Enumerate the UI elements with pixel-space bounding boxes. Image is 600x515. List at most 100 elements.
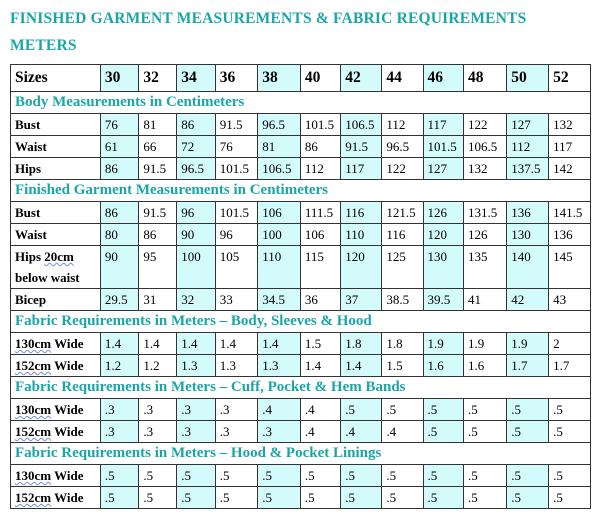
table-row: Bust 76 81 86 91.5 96.5 101.5 106.5 112 117 122 127… [10,113,591,136]
value-cell: 140 [506,245,550,289]
value-cell: 1.9 [422,332,464,355]
value-cell: .5 [340,398,383,421]
value-cell: 1.8 [381,332,424,355]
value-cell: 112 [506,135,550,158]
table-row: Hips 20cm below waist 90 95 100 105 110 115 120… [10,245,591,289]
value-cell: 121.5 [381,201,424,224]
value-cell: .5 [176,486,216,509]
section-title: Body Measurements in Centimeters [10,91,591,114]
value-cell: .5 [257,486,301,509]
value-cell: .5 [214,486,259,509]
size-header-38: 38 [257,64,301,92]
row-label-text: 130cm Wide [15,402,84,417]
value-cell: 2 [548,332,591,355]
value-cell: 91.5 [138,201,178,224]
value-cell: 101.5 [299,113,342,136]
row-label: 152cm Wide [10,486,101,509]
value-cell: 132 [462,157,508,180]
value-cell: 120 [422,223,464,246]
value-cell: 1.7 [506,354,550,377]
row-label: Hips 20cm below waist [10,245,101,289]
value-cell: 1.4 [214,332,259,355]
page-subtitle: METERS [10,37,77,54]
section-header-row: Fabric Requirements in Meters – Hood & P… [10,442,591,465]
value-cell: 1.6 [422,354,464,377]
value-cell: 136 [548,223,591,246]
value-cell: 111.5 [299,201,342,224]
value-cell: 120 [340,245,383,289]
value-cell: .5 [381,398,424,421]
section-header-row: Fabric Requirements in Meters – Cuff, Po… [10,376,591,399]
section-title: Fabric Requirements in Meters – Body, Sl… [10,310,591,333]
value-cell: .3 [138,398,178,421]
value-cell: 1.5 [299,332,342,355]
size-header-52: 52 [548,64,591,92]
row-label: Bust [10,201,101,224]
value-cell: .5 [99,464,140,487]
table-row: 130cm Wide 1.4 1.4 1.4 1.4 1.4 1.5 1.8 1.8 1.9 1.9… [10,332,591,355]
row-label-text: Waist [15,227,47,242]
value-cell: .5 [214,464,259,487]
value-cell: 29.5 [99,288,140,311]
size-chart-table: Sizes 30 32 34 36 38 40 42 44 46 48 50 52 Body Measur… [10,64,591,509]
row-label: Waist [10,223,101,246]
value-cell: 1.4 [176,332,216,355]
value-cell: 145 [548,245,591,289]
value-cell: .3 [214,398,259,421]
page-title: FINISHED GARMENT MEASUREMENTS & FABRIC R… [10,10,527,27]
value-cell: 1.5 [381,354,424,377]
row-label: 130cm Wide [10,398,101,421]
row-label-text: Hips 20cm below waist [15,249,80,285]
value-cell: 101.5 [214,201,259,224]
value-cell: .5 [462,486,508,509]
row-label: 152cm Wide [10,354,101,377]
value-cell: .5 [548,464,591,487]
value-cell: .5 [506,464,550,487]
value-cell: .4 [381,420,424,443]
value-cell: 1.4 [138,332,178,355]
value-cell: 116 [381,223,424,246]
value-cell: .5 [299,464,342,487]
size-header-30: 30 [99,64,140,92]
value-cell: .5 [548,398,591,421]
value-cell: 125 [381,245,424,289]
table-row: 130cm Wide .3.3.3.3.4.4.5.5.5.5.5.5 [10,398,591,421]
value-cell: 86 [176,113,216,136]
value-cell: 130 [506,223,550,246]
value-cell: 1.3 [257,354,301,377]
value-cell: 112 [381,113,424,136]
value-cell: 33 [214,288,259,311]
size-header-44: 44 [381,64,424,92]
value-cell: 91.5 [138,157,178,180]
value-cell: .5 [340,464,383,487]
value-cell: 112 [299,157,342,180]
value-cell: 110 [257,245,301,289]
value-cell: .3 [99,420,140,443]
value-cell: 96.5 [176,157,216,180]
value-cell: .3 [257,420,301,443]
value-cell: 141.5 [548,201,591,224]
value-cell: 41 [462,288,508,311]
row-label-text: 152cm Wide [15,424,84,439]
value-cell: 80 [99,223,140,246]
value-cell: 127 [422,157,464,180]
value-cell: 1.2 [138,354,178,377]
size-header-34: 34 [176,64,216,92]
table-row: Bicep 29.5 31 32 33 34.5 36 37 38.5 39.5 41 42 43 [10,288,591,311]
value-cell: 61 [99,135,140,158]
value-cell: 136 [506,201,550,224]
value-cell: .5 [506,486,550,509]
value-cell: 90 [99,245,140,289]
value-cell: 86 [99,201,140,224]
size-header-40: 40 [299,64,342,92]
value-cell: 91.5 [340,135,383,158]
value-cell: 66 [138,135,178,158]
value-cell: 1.2 [99,354,140,377]
value-cell: 81 [257,135,301,158]
value-cell: .5 [506,420,550,443]
value-cell: .3 [99,398,140,421]
value-cell: 72 [176,135,216,158]
value-cell: .3 [176,420,216,443]
size-header-46: 46 [422,64,464,92]
value-cell: 1.4 [340,354,383,377]
